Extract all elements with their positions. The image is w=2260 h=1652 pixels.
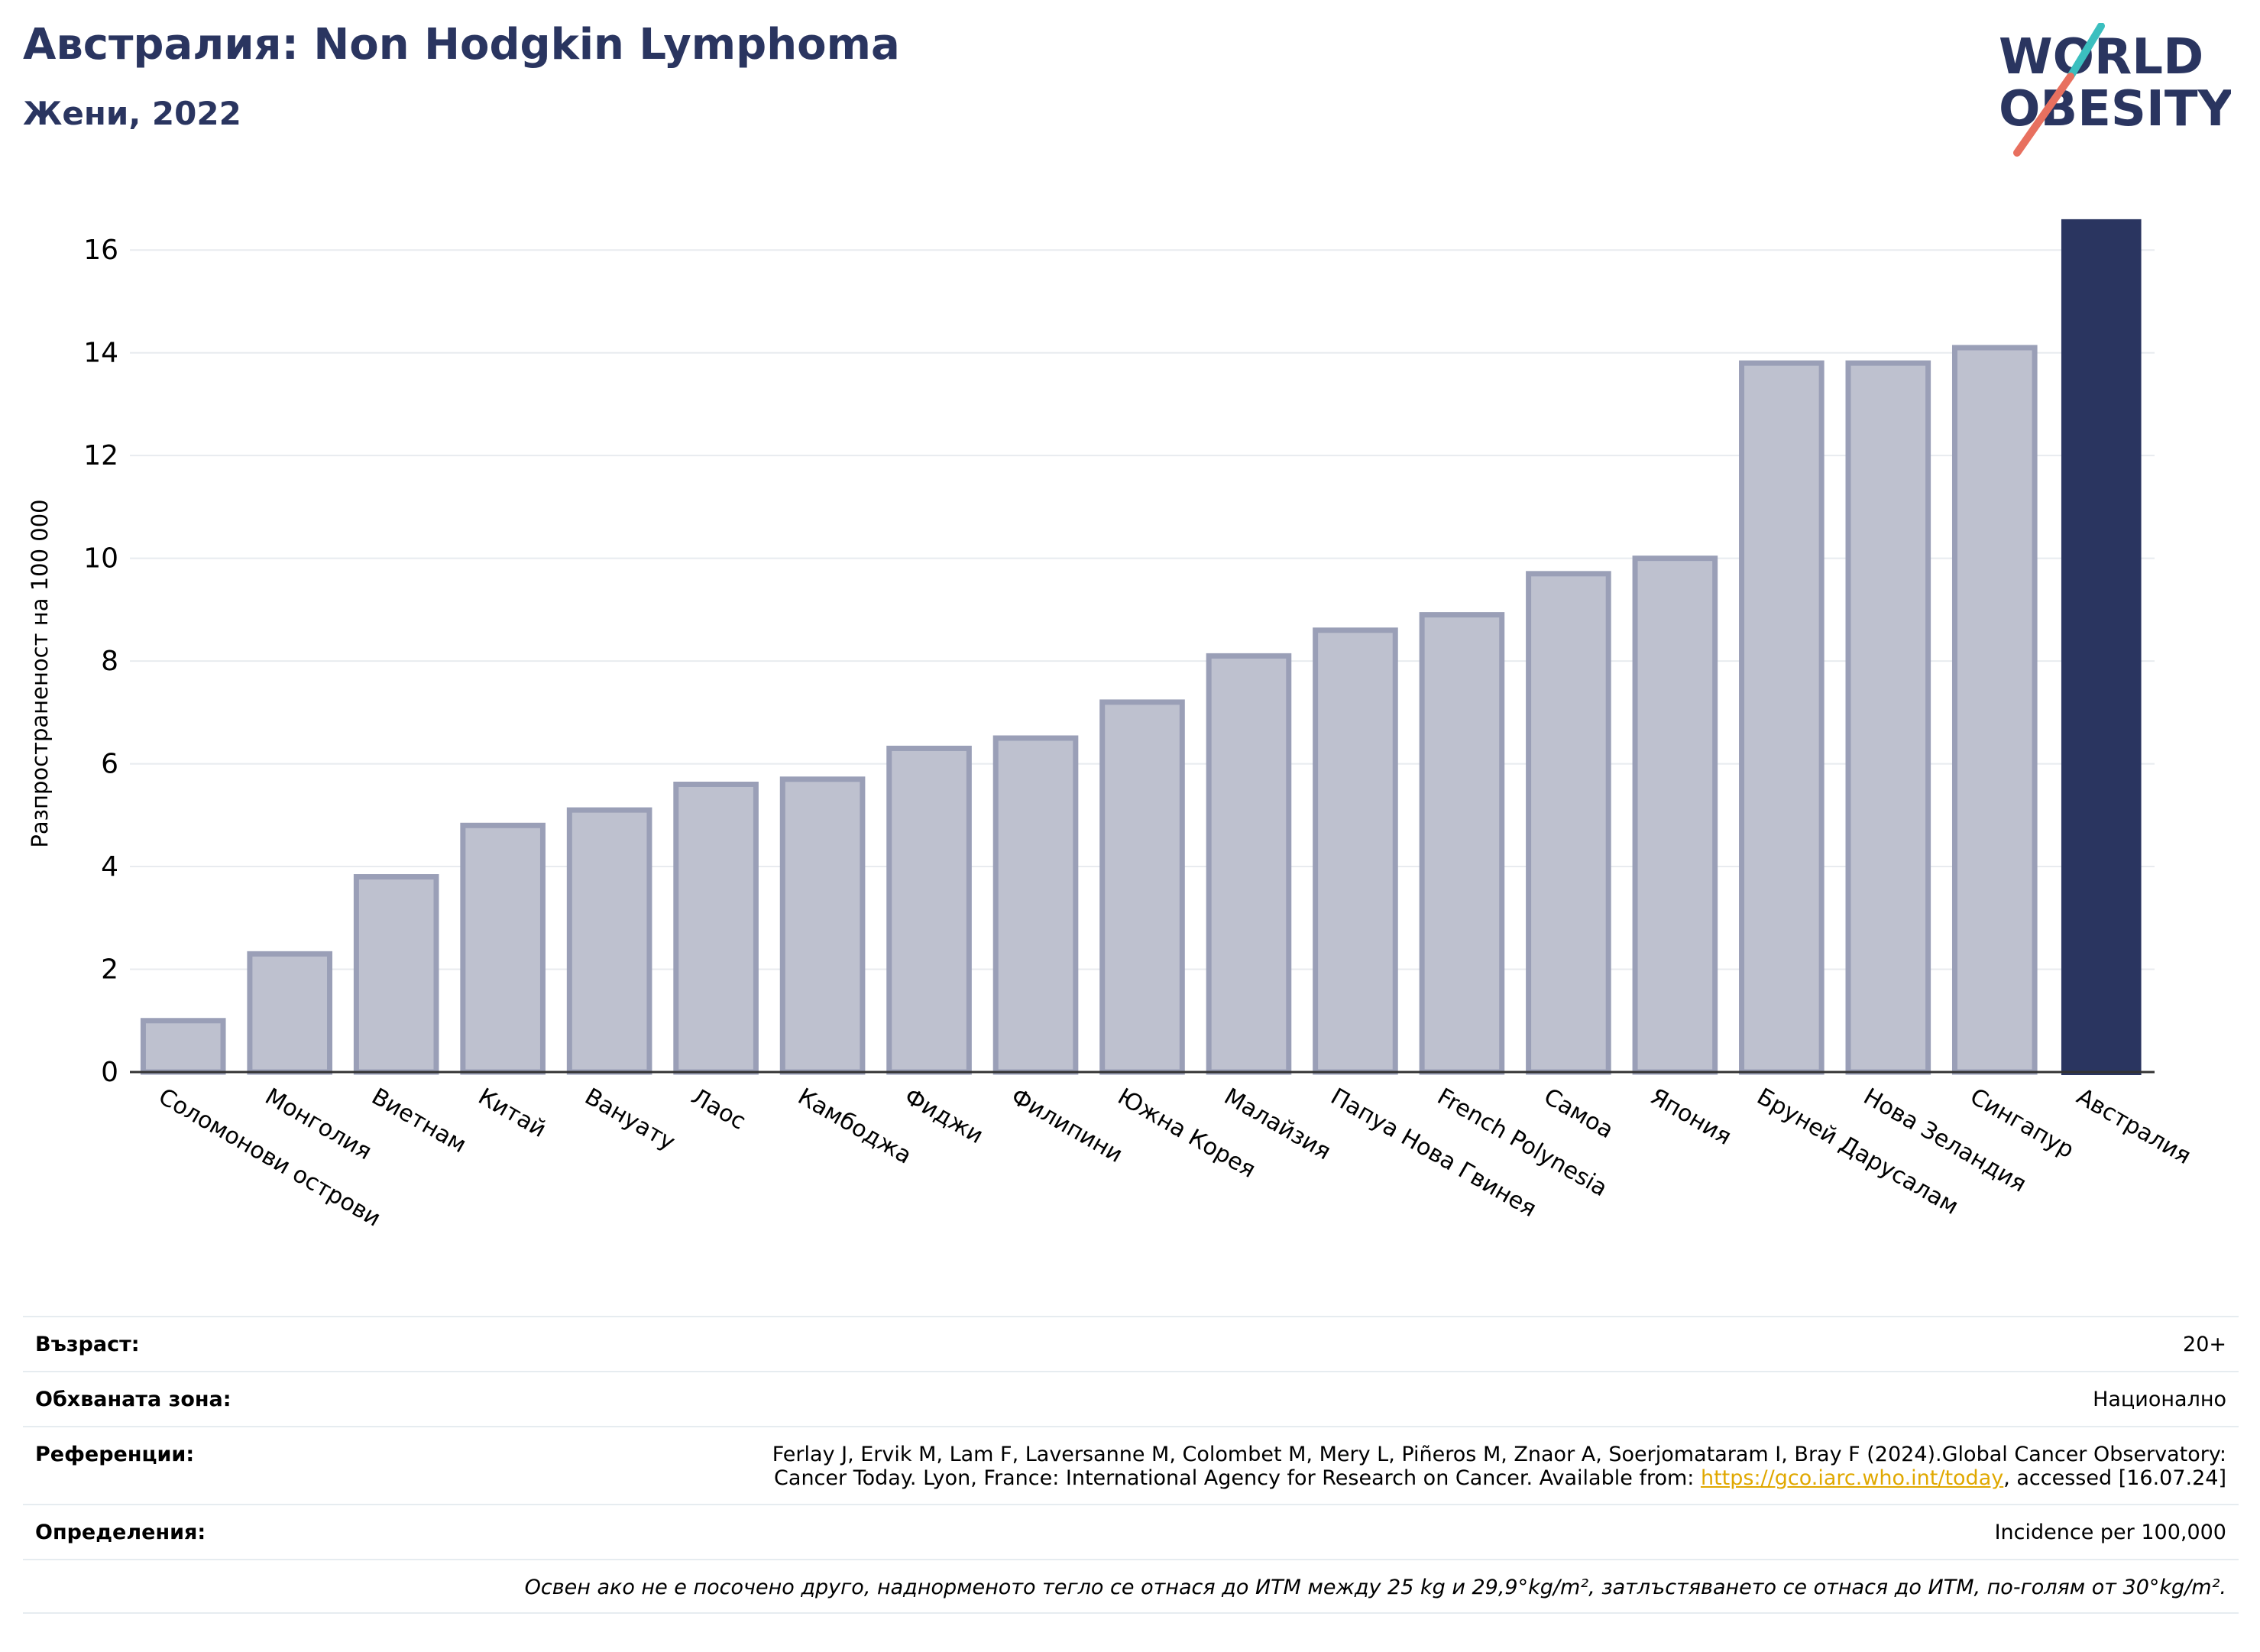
x-tick-label: Виетнам xyxy=(367,1084,471,1159)
x-tick-label: Лаос xyxy=(687,1084,750,1135)
x-tick-label: Япония xyxy=(1646,1084,1736,1151)
info-row-age: Възраст: 20+ xyxy=(23,1316,2239,1371)
bar xyxy=(140,1018,226,1075)
x-tick-label: Бруней Даруcалам xyxy=(1753,1084,1964,1220)
y-axis-ticks: 0 2 4 6 8 10 12 14 16 xyxy=(83,235,118,1088)
bar xyxy=(1313,627,1398,1075)
bar xyxy=(673,781,759,1075)
references-value: Ferlay J, Ervik M, Lam F, Laversanne M, … xyxy=(772,1443,2226,1490)
bar xyxy=(460,822,546,1075)
y-tick-label: 8 xyxy=(101,646,118,677)
bar xyxy=(2061,219,2142,1076)
info-table: Възраст: 20+ Обхваната зона: Национално … xyxy=(23,1316,2239,1614)
y-axis-label: Разпространеност на 100 000 xyxy=(27,499,53,847)
y-tick-label: 10 xyxy=(83,543,118,575)
bar xyxy=(1632,556,1718,1075)
y-tick-label: 0 xyxy=(101,1057,118,1088)
references-line-2-post: , accessed [16.07.24] xyxy=(2003,1466,2226,1490)
bars xyxy=(140,219,2142,1076)
x-tick-label: Китай xyxy=(474,1084,551,1143)
info-row-note: Освен ако не е посочено друго, наднормен… xyxy=(23,1559,2239,1614)
references-label: Референции: xyxy=(35,1443,195,1466)
bar xyxy=(1206,653,1292,1075)
y-tick-label: 14 xyxy=(83,338,118,369)
x-tick-label: Вануату xyxy=(580,1084,679,1156)
bar xyxy=(886,745,972,1075)
references-link[interactable]: https://gco.iarc.who.int/today xyxy=(1700,1466,2004,1490)
definitions-value: Incidence per 100,000 xyxy=(1994,1521,2226,1544)
bar xyxy=(1419,612,1505,1075)
bar xyxy=(1845,360,1931,1075)
chart-title: Австралия: Non Hodgkin Lymphoma xyxy=(23,20,900,70)
bar-chart: 0 2 4 6 8 10 12 14 16 Соломонови островиМонголия… xyxy=(27,219,2196,1233)
logo-world-text: WORLD xyxy=(1999,29,2203,86)
x-tick-label: Филипини xyxy=(1006,1084,1127,1168)
bar xyxy=(992,735,1079,1075)
bar xyxy=(1951,345,2038,1075)
x-tick-label: Камбоджа xyxy=(793,1084,916,1170)
footnote: Освен ако не е посочено друго, наднормен… xyxy=(524,1576,2226,1599)
definitions-label: Определения: xyxy=(35,1521,206,1544)
world-obesity-logo: WORLD OBESITY xyxy=(1999,23,2231,157)
area-value: Национално xyxy=(2093,1388,2226,1411)
bar xyxy=(247,951,333,1075)
age-label: Възраст: xyxy=(35,1333,140,1356)
age-value: 20+ xyxy=(2183,1333,2226,1356)
bar xyxy=(1739,360,1825,1075)
bar xyxy=(1526,571,1611,1075)
y-tick-label: 4 xyxy=(101,851,118,883)
y-tick-label: 12 xyxy=(83,440,118,471)
bar xyxy=(566,807,652,1075)
area-label: Обхваната зона: xyxy=(35,1388,232,1411)
info-row-references: Референции: Ferlay J, Ervik M, Lam F, La… xyxy=(23,1426,2239,1504)
logo-teal-slash xyxy=(2067,23,2105,80)
bar xyxy=(353,874,439,1075)
logo-coral-slash xyxy=(2013,73,2074,157)
x-tick-label: Фиджи xyxy=(900,1084,988,1150)
info-row-definitions: Определения: Incidence per 100,000 xyxy=(23,1504,2239,1559)
x-tick-label: Самоа xyxy=(1540,1084,1618,1145)
x-tick-label: Австралия xyxy=(2072,1084,2196,1170)
info-row-area: Обхваната зона: Национално xyxy=(23,1371,2239,1426)
chart-subtitle: Жени, 2022 xyxy=(23,95,241,132)
bar xyxy=(1099,699,1185,1075)
y-tick-label: 16 xyxy=(83,235,118,266)
y-tick-label: 6 xyxy=(101,749,118,780)
y-tick-label: 2 xyxy=(101,954,118,986)
references-line-1: Ferlay J, Ervik M, Lam F, Laversanne M, … xyxy=(772,1443,2226,1466)
references-line-2-pre: Cancer Today. Lyon, France: Internationa… xyxy=(774,1466,1701,1490)
bar xyxy=(779,776,866,1075)
